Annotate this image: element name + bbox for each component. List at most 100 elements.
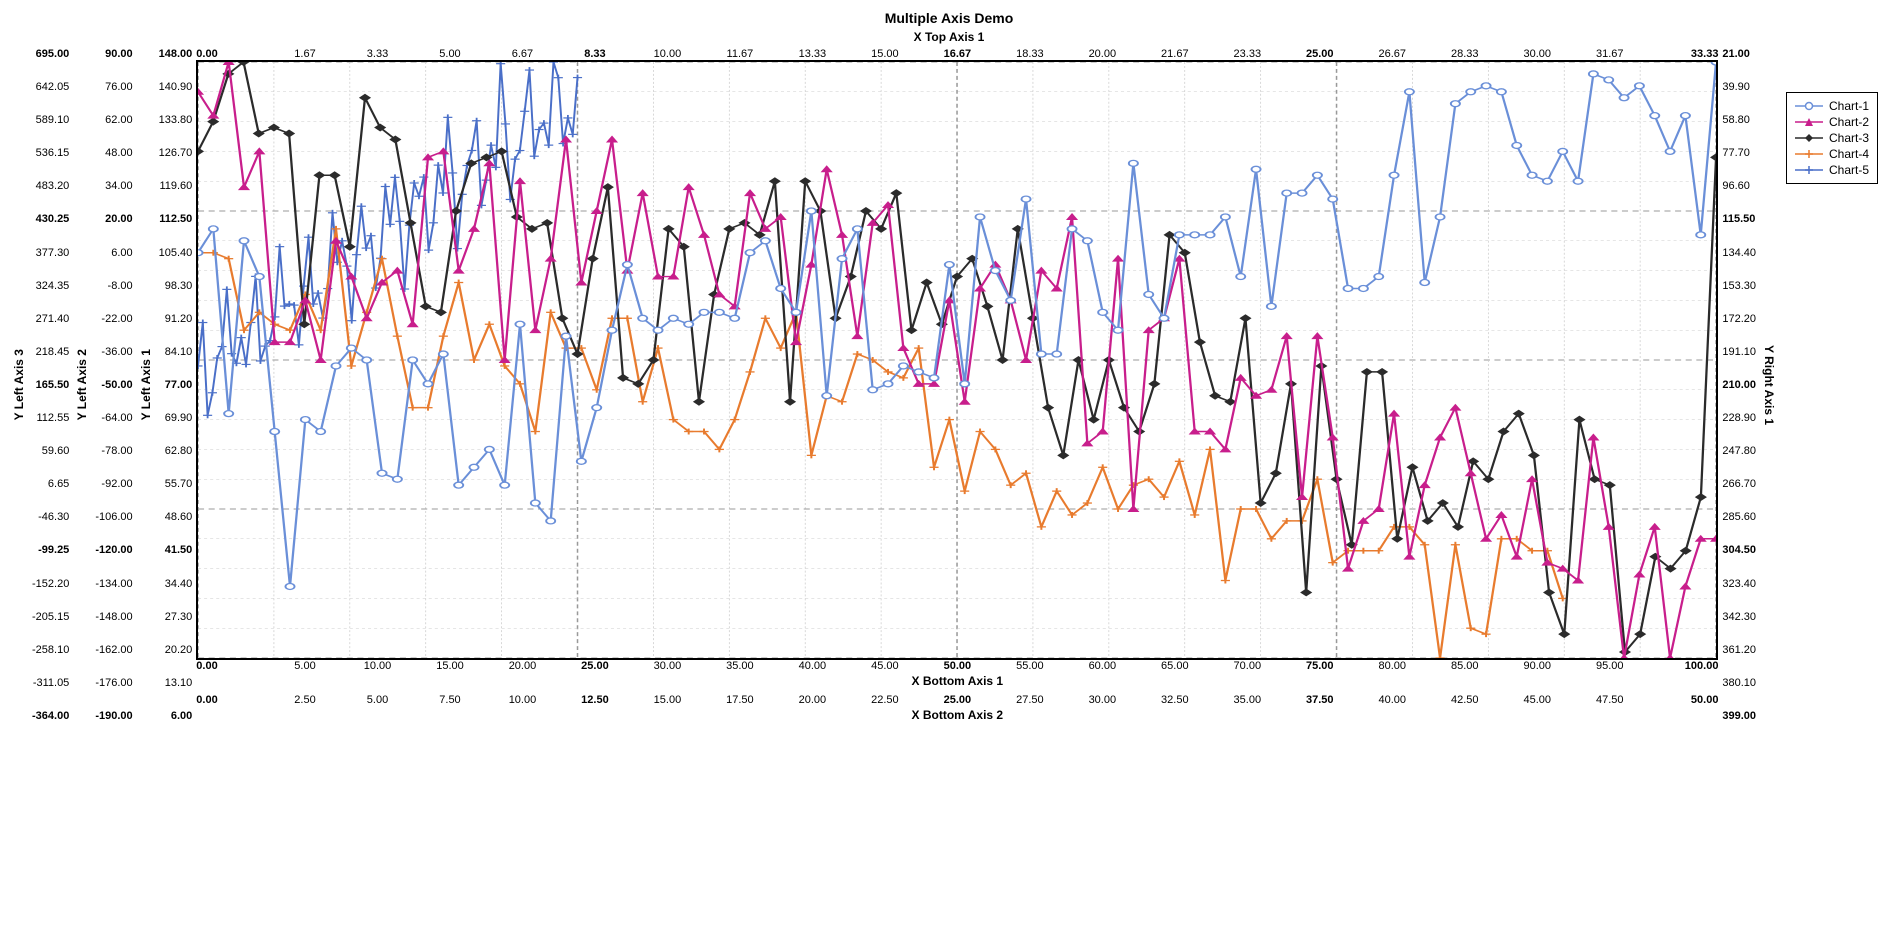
tick: 85.00 — [1429, 660, 1501, 672]
tick: 0.00 — [196, 694, 268, 706]
tick: 50.00 — [1646, 694, 1718, 706]
tick: 55.70 — [159, 478, 193, 490]
tick: 22.50 — [849, 694, 921, 706]
tick: 361.20 — [1722, 644, 1756, 656]
tick: 126.70 — [159, 147, 193, 159]
tick: -50.00 — [95, 379, 132, 391]
tick: -64.00 — [95, 412, 132, 424]
tick: 15.00 — [414, 660, 486, 672]
tick: 20.00 — [95, 213, 132, 225]
tick: 247.80 — [1722, 445, 1756, 457]
tick: 5.00 — [269, 660, 341, 672]
x-bottom-axis-2-title: X Bottom Axis 2 — [196, 708, 1718, 722]
tick: -8.00 — [95, 280, 132, 292]
tick: 96.60 — [1722, 180, 1756, 192]
tick: -22.00 — [95, 313, 132, 325]
tick: 40.00 — [1356, 694, 1428, 706]
tick: -190.00 — [95, 710, 132, 722]
tick: 25.00 — [559, 660, 631, 672]
tick: 15.00 — [849, 48, 921, 60]
tick: 76.00 — [95, 81, 132, 93]
tick: 115.50 — [1722, 213, 1756, 225]
tick: 20.00 — [1066, 48, 1138, 60]
tick: 50.00 — [921, 660, 993, 672]
tick: 69.90 — [159, 412, 193, 424]
tick: 0.00 — [196, 48, 268, 60]
tick: -46.30 — [32, 511, 69, 523]
chart-container: Multiple Axis Demo X Top Axis 1 Y Left A… — [10, 10, 1888, 931]
tick: 218.45 — [32, 346, 69, 358]
legend-label: Chart-1 — [1829, 99, 1869, 113]
tick: 35.00 — [704, 660, 776, 672]
tick: 165.50 — [32, 379, 69, 391]
tick: 90.00 — [95, 48, 132, 60]
x-bottom-axis-1-title: X Bottom Axis 1 — [196, 674, 1718, 688]
tick: 119.60 — [159, 180, 193, 192]
tick: 13.33 — [776, 48, 848, 60]
legend: Chart-1Chart-2Chart-3Chart-4Chart-5 — [1786, 92, 1878, 184]
tick: 48.60 — [159, 511, 193, 523]
tick: 10.00 — [631, 48, 703, 60]
tick: 42.50 — [1429, 694, 1501, 706]
plot-area — [196, 60, 1718, 660]
tick: -78.00 — [95, 445, 132, 457]
tick: 28.33 — [1429, 48, 1501, 60]
x-bottom-axis-1-ticks: 0.005.0010.0015.0020.0025.0030.0035.0040… — [196, 660, 1718, 672]
tick: 31.67 — [1573, 48, 1645, 60]
tick: 6.00 — [95, 247, 132, 259]
legend-marker-icon — [1795, 132, 1823, 144]
tick: 105.40 — [159, 247, 193, 259]
tick: -258.10 — [32, 644, 69, 656]
y-left-axis-1-title: Y Left Axis 1 — [137, 349, 155, 420]
tick: 140.90 — [159, 81, 193, 93]
tick: 100.00 — [1646, 660, 1718, 672]
tick: 48.00 — [95, 147, 132, 159]
tick: 134.40 — [1722, 247, 1756, 259]
tick: 33.33 — [1646, 48, 1718, 60]
x-top-axis-ticks: 0.001.673.335.006.678.3310.0011.6713.331… — [196, 48, 1718, 60]
legend-item: Chart-2 — [1795, 115, 1869, 129]
y-left-axis-3-ticks: 695.00642.05589.10536.15483.20430.25377.… — [28, 48, 73, 722]
legend-label: Chart-4 — [1829, 147, 1869, 161]
tick: 323.40 — [1722, 578, 1756, 590]
tick: 27.30 — [159, 611, 193, 623]
tick: 377.30 — [32, 247, 69, 259]
tick: 21.00 — [1722, 48, 1756, 60]
tick: 17.50 — [704, 694, 776, 706]
tick: -134.00 — [95, 578, 132, 590]
tick: 6.65 — [32, 478, 69, 490]
tick: 8.33 — [559, 48, 631, 60]
tick: 26.67 — [1356, 48, 1428, 60]
y-left-axis-2-ticks: 90.0076.0062.0048.0034.0020.006.00-8.00-… — [91, 48, 136, 722]
tick: 399.00 — [1722, 710, 1756, 722]
tick: -120.00 — [95, 544, 132, 556]
tick: 25.00 — [921, 694, 993, 706]
tick: 7.50 — [414, 694, 486, 706]
tick: 16.67 — [921, 48, 993, 60]
tick: 45.00 — [1501, 694, 1573, 706]
tick: 47.50 — [1573, 694, 1645, 706]
tick: 483.20 — [32, 180, 69, 192]
tick: -176.00 — [95, 677, 132, 689]
tick: 23.33 — [1211, 48, 1283, 60]
tick: 3.33 — [341, 48, 413, 60]
y-left-axis-3-title: Y Left Axis 3 — [10, 349, 28, 420]
tick: 84.10 — [159, 346, 193, 358]
tick: 10.00 — [341, 660, 413, 672]
tick: 6.67 — [486, 48, 558, 60]
tick: -92.00 — [95, 478, 132, 490]
tick: 91.20 — [159, 313, 193, 325]
legend-marker-icon — [1795, 100, 1823, 112]
tick: 39.90 — [1722, 81, 1756, 93]
tick: 112.55 — [32, 412, 69, 424]
tick: 77.00 — [159, 379, 193, 391]
tick: 191.10 — [1722, 346, 1756, 358]
legend-marker-icon — [1795, 116, 1823, 128]
tick: 27.50 — [994, 694, 1066, 706]
y-left-axis-2-title: Y Left Axis 2 — [73, 349, 91, 420]
tick: 380.10 — [1722, 677, 1756, 689]
legend-marker-icon — [1795, 164, 1823, 176]
tick: 589.10 — [32, 114, 69, 126]
tick: 153.30 — [1722, 280, 1756, 292]
tick: 5.00 — [414, 48, 486, 60]
